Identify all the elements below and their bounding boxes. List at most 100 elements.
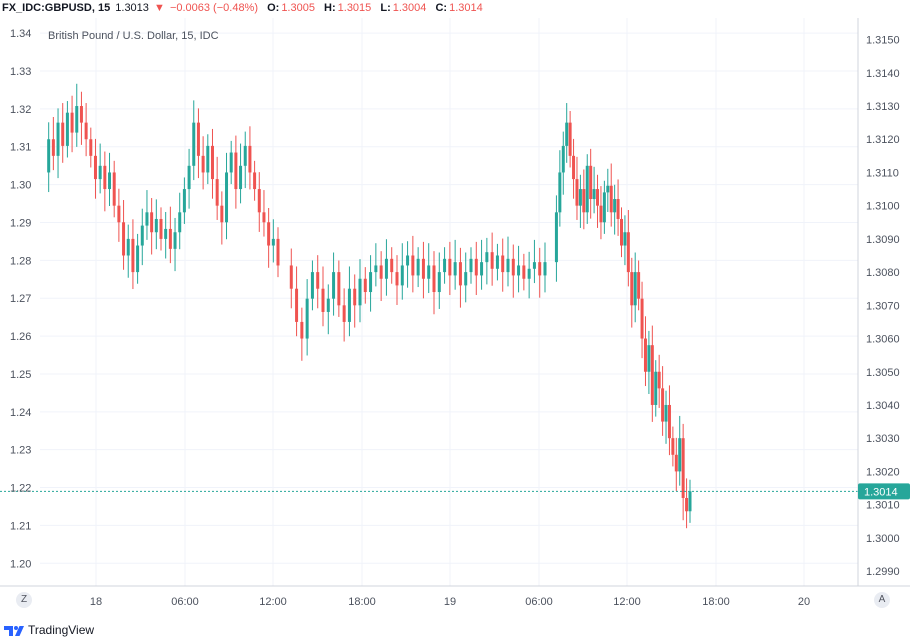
brand-name: TradingView xyxy=(28,623,95,637)
left-axis-tick-label: 1.28 xyxy=(10,255,31,267)
candle-body xyxy=(620,218,623,246)
left-axis-tick-label: 1.32 xyxy=(10,104,31,116)
candle-body xyxy=(416,258,420,276)
candle-body xyxy=(458,262,462,286)
low-label: L: xyxy=(380,2,391,14)
candle-body xyxy=(65,112,69,146)
candle-body xyxy=(575,179,579,206)
candle-body xyxy=(685,497,689,512)
candle-body xyxy=(117,205,121,223)
candle-body xyxy=(248,145,252,173)
candle-body xyxy=(589,165,593,200)
candle-body xyxy=(332,272,336,299)
candle-body xyxy=(674,454,678,472)
candle-body xyxy=(61,122,65,146)
last-price-value: 1.3013 xyxy=(115,2,149,14)
candle-body xyxy=(369,272,373,293)
candle-body xyxy=(215,179,219,206)
candle-body xyxy=(661,388,665,422)
candle-body xyxy=(561,145,565,173)
left-axis-tick-label: 1.26 xyxy=(10,331,31,343)
candle-body xyxy=(173,232,177,249)
candle-body xyxy=(637,272,641,299)
candle-body xyxy=(565,122,569,146)
candle-body xyxy=(131,238,135,273)
candle-body xyxy=(353,288,357,306)
right-axis-tick-label: 1.3020 xyxy=(866,466,900,478)
candle-body xyxy=(501,255,505,273)
candle-body xyxy=(532,262,536,269)
candle-body xyxy=(326,298,330,312)
candle-body xyxy=(51,139,55,156)
candle-body xyxy=(554,212,558,263)
right-axis-tick-label: 1.3060 xyxy=(866,334,900,346)
candle-body xyxy=(582,189,586,213)
candle-body xyxy=(164,228,168,239)
candle-body xyxy=(543,262,547,276)
candle-body xyxy=(437,272,441,293)
candle-body xyxy=(289,265,293,289)
candle-body xyxy=(210,145,214,180)
candle-body xyxy=(239,165,243,190)
candle-body xyxy=(337,272,341,306)
candle-body xyxy=(316,272,320,289)
candle-body xyxy=(342,305,346,322)
candle-body xyxy=(596,189,600,206)
left-axis-tick-label: 1.20 xyxy=(10,558,31,570)
candle-body xyxy=(159,218,163,239)
symbol-name[interactable]: FX_IDC:GBPUSD, 15 xyxy=(2,2,111,14)
candle-body xyxy=(187,165,191,190)
candle-body xyxy=(578,189,582,206)
candle-body xyxy=(421,258,425,279)
candle-body xyxy=(300,321,304,339)
candle-body xyxy=(606,185,610,193)
candle-body xyxy=(358,278,362,306)
candle-body xyxy=(609,185,613,213)
candle-body xyxy=(453,262,457,276)
candle-body xyxy=(136,245,140,273)
left-axis-tick-label: 1.21 xyxy=(10,520,31,532)
candle-body xyxy=(490,252,494,269)
right-price-axis[interactable]: 1.3150 1.3140 1.3130 1.3120 1.3110 1.3100 1.30… xyxy=(866,35,900,578)
candle-body xyxy=(229,152,233,173)
candle-body xyxy=(464,272,468,286)
candle-body xyxy=(572,155,576,180)
candle-body xyxy=(495,255,499,269)
candle-body xyxy=(112,172,116,206)
candle-body xyxy=(182,189,186,213)
candle-body xyxy=(374,265,378,273)
candle-body xyxy=(150,212,154,233)
tradingview-logo[interactable]: TradingView xyxy=(4,623,94,637)
time-axis[interactable]: 18 06:00 12:00 18:00 19 06:00 12:00 18:00 20 xyxy=(90,596,810,608)
candle-body xyxy=(56,122,60,156)
candle-body xyxy=(633,272,637,306)
auto-scale-button[interactable]: A xyxy=(874,592,890,608)
candle-body xyxy=(47,139,51,173)
candle-body xyxy=(295,288,299,322)
zoom-toggle-button[interactable]: Z xyxy=(16,592,32,608)
candle-body xyxy=(363,278,367,293)
last-price-tag: 1.3014 xyxy=(858,483,910,500)
candle-body xyxy=(192,122,196,166)
high-value: 1.3015 xyxy=(337,2,372,14)
candle-body xyxy=(485,252,489,263)
right-axis-tick-label: 1.3130 xyxy=(866,101,900,113)
candle-body xyxy=(225,172,229,223)
candle-body xyxy=(122,222,126,256)
candle-body xyxy=(599,205,603,223)
price-chart[interactable]: 1.34 1.33 1.32 1.31 1.30 1.29 1.28 1.27 1.26 1.25… xyxy=(0,18,910,618)
right-axis-tick-label: 1.3050 xyxy=(866,367,900,379)
candle-body xyxy=(538,262,542,276)
candle-body xyxy=(592,189,596,200)
left-axis-tick-label: 1.33 xyxy=(10,66,31,78)
candle-body xyxy=(70,112,74,133)
candle-body xyxy=(558,172,562,213)
candle-body xyxy=(390,258,394,273)
candle-body xyxy=(178,212,182,233)
candle-body xyxy=(220,205,224,223)
time-axis-tick-label: 19 xyxy=(444,596,456,608)
high-label: H: xyxy=(324,2,336,14)
candle-body xyxy=(93,155,97,180)
last-price-tag-label: 1.3014 xyxy=(864,486,898,498)
candle-body xyxy=(643,338,647,372)
